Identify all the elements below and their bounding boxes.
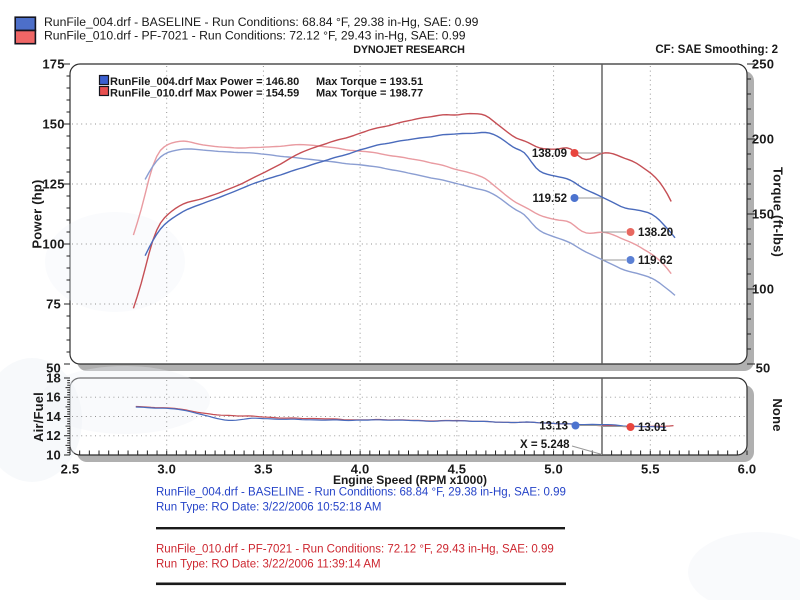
svg-text:5.5: 5.5 bbox=[641, 462, 660, 477]
svg-text:2.5: 2.5 bbox=[61, 462, 80, 477]
svg-text:Run Type: RO Date: 3/22/2006: Run Type: RO Date: 3/22/2006 10:52:18 AM bbox=[156, 502, 381, 514]
svg-text:Max Torque = 193.51: Max Torque = 193.51 bbox=[316, 76, 423, 88]
svg-text:13.13: 13.13 bbox=[539, 421, 568, 433]
svg-text:RunFile_010.drf Max Power = 15: RunFile_010.drf Max Power = 154.59 bbox=[110, 88, 299, 100]
svg-text:50: 50 bbox=[756, 360, 771, 375]
svg-text:Air/Fuel: Air/Fuel bbox=[31, 392, 46, 442]
svg-text:75: 75 bbox=[46, 296, 61, 311]
svg-text:175: 175 bbox=[42, 56, 64, 71]
svg-text:X = 5.248: X = 5.248 bbox=[520, 439, 570, 451]
svg-text:138.20: 138.20 bbox=[638, 227, 673, 239]
svg-text:12: 12 bbox=[46, 428, 61, 443]
svg-text:CF: SAE Smoothing: 2: CF: SAE Smoothing: 2 bbox=[655, 44, 778, 56]
svg-text:5.0: 5.0 bbox=[544, 462, 563, 477]
svg-text:Run Type: RO Date: 3/22/2006: Run Type: RO Date: 3/22/2006 11:39:14 AM bbox=[156, 559, 381, 571]
svg-text:119.52: 119.52 bbox=[532, 193, 567, 205]
svg-text:138.09: 138.09 bbox=[532, 148, 567, 160]
svg-text:RunFile_004.drf - BASELINE -: RunFile_004.drf - BASELINE - Run Conditi… bbox=[156, 487, 566, 499]
svg-text:150: 150 bbox=[42, 116, 64, 131]
svg-text:16: 16 bbox=[46, 390, 61, 405]
svg-text:RunFile_010.drf - PF-7021 -: RunFile_010.drf - PF-7021 - Run Conditio… bbox=[156, 544, 554, 556]
svg-text:4.0: 4.0 bbox=[351, 462, 370, 477]
svg-text:Engine Speed (RPM x1000): Engine Speed (RPM x1000) bbox=[333, 473, 487, 487]
svg-text:DYNOJET RESEARCH: DYNOJET RESEARCH bbox=[353, 44, 465, 56]
svg-text:100: 100 bbox=[42, 236, 64, 251]
svg-text:4.5: 4.5 bbox=[448, 462, 467, 477]
svg-text:10: 10 bbox=[46, 447, 61, 462]
svg-text:None: None bbox=[770, 398, 785, 431]
svg-text:119.62: 119.62 bbox=[638, 255, 673, 267]
svg-text:200: 200 bbox=[752, 131, 774, 146]
svg-text:RunFile_004.drf Max Power = 14: RunFile_004.drf Max Power = 146.80 bbox=[110, 76, 299, 88]
svg-text:6.0: 6.0 bbox=[738, 462, 757, 477]
svg-text:250: 250 bbox=[752, 56, 774, 71]
svg-text:13.01: 13.01 bbox=[638, 422, 667, 434]
svg-text:RunFile_010.drf - PF-7021 -: RunFile_010.drf - PF-7021 - Run Conditio… bbox=[44, 29, 466, 43]
svg-text:3.0: 3.0 bbox=[157, 462, 176, 477]
svg-text:100: 100 bbox=[752, 281, 774, 296]
svg-text:18: 18 bbox=[46, 370, 61, 385]
svg-text:Max Torque = 198.77: Max Torque = 198.77 bbox=[316, 88, 423, 100]
svg-text:50: 50 bbox=[46, 360, 61, 375]
svg-text:14: 14 bbox=[46, 409, 61, 424]
svg-text:Torque (ft-lbs): Torque (ft-lbs) bbox=[771, 167, 786, 257]
svg-text:Power (hp): Power (hp) bbox=[30, 179, 45, 248]
svg-text:125: 125 bbox=[42, 176, 64, 191]
svg-text:150: 150 bbox=[752, 206, 774, 221]
svg-text:RunFile_004.drf - BASELINE -: RunFile_004.drf - BASELINE - Run Conditi… bbox=[44, 15, 479, 29]
svg-text:3.5: 3.5 bbox=[254, 462, 273, 477]
